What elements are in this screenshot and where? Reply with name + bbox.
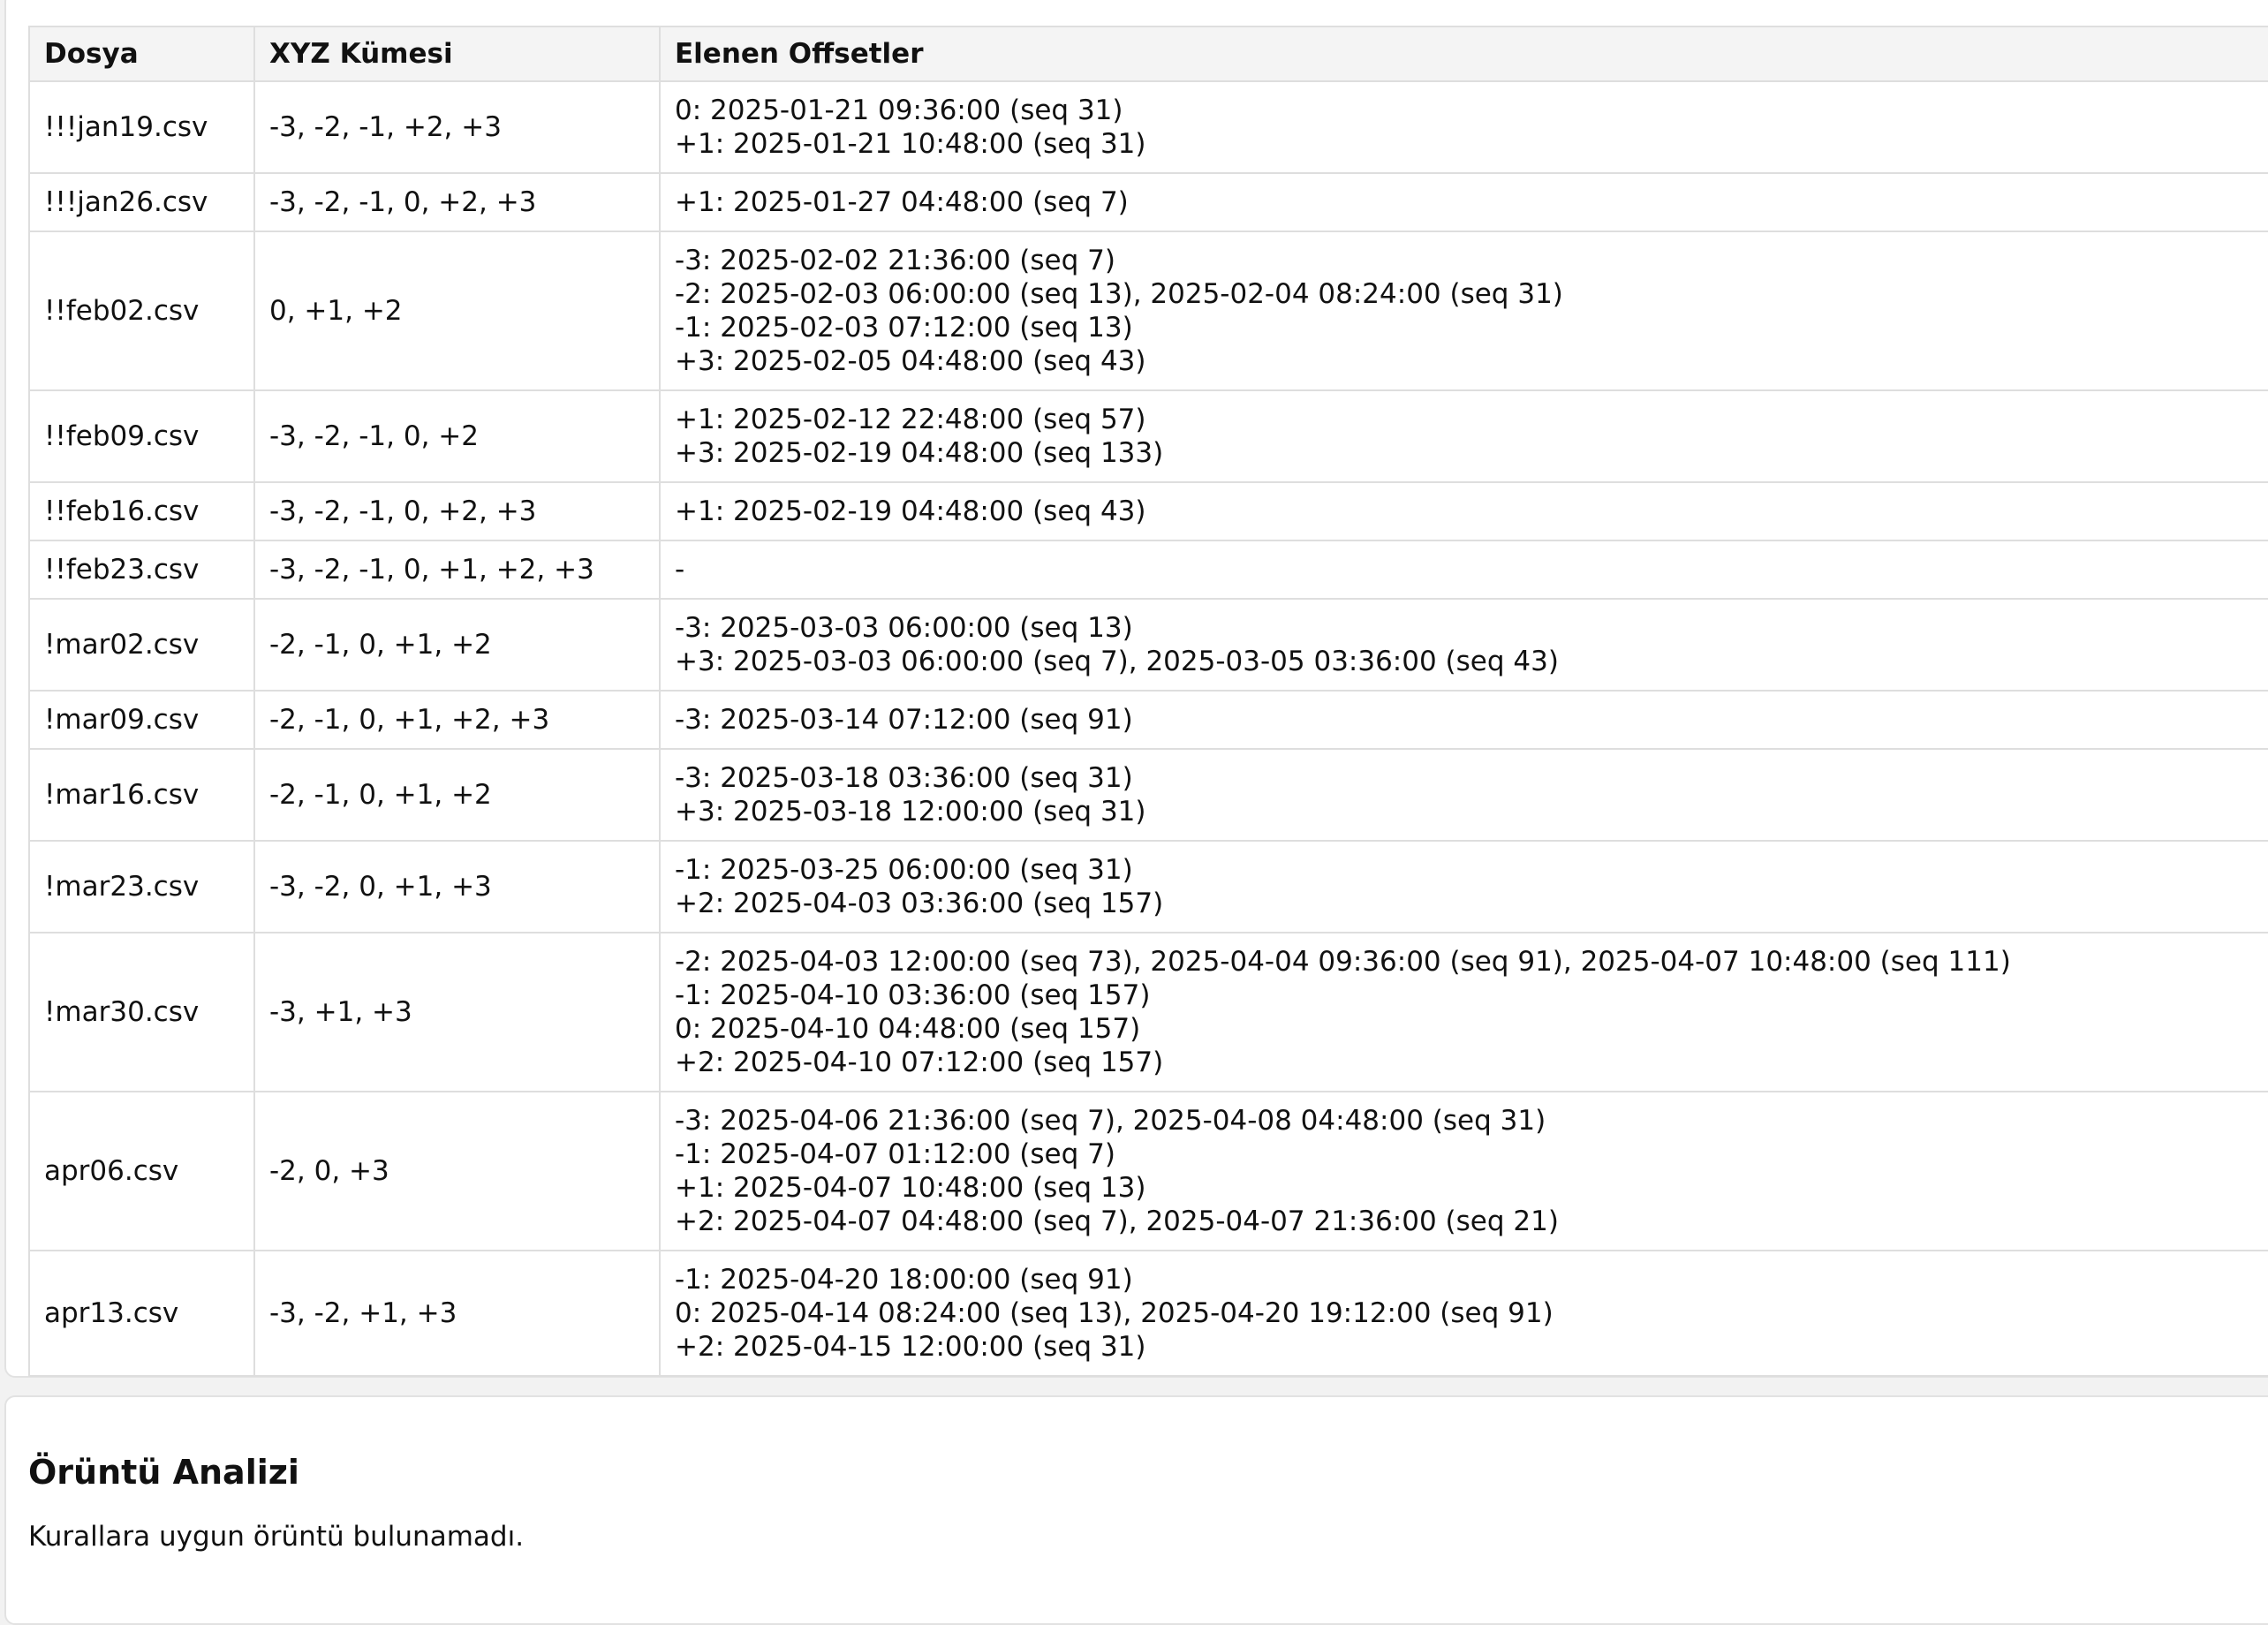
table-row: !!feb02.csv 0, +1, +2 -3: 2025-02-02 21:36… (28, 231, 2268, 391)
offset-line: -3: 2025-03-03 06:00:00 (seq 13) (675, 612, 1133, 644)
table-row: apr13.csv -3, -2, +1, +3 -1: 2025-04-20 18… (28, 1250, 2268, 1377)
eliminated-offsets-cell: 0: 2025-01-21 09:36:00 (seq 31) +1: 2025-… (659, 80, 2268, 174)
pattern-analysis-card: Örüntü Analizi Kurallara uygun örüntü bu… (4, 1395, 2268, 1625)
file-name-cell: !mar23.csv (28, 840, 255, 933)
offset-line: +1: 2025-01-21 10:48:00 (seq 31) (675, 128, 1146, 160)
eliminated-offsets-cell: -3: 2025-02-02 21:36:00 (seq 7) -2: 2025-… (659, 231, 2268, 391)
column-header-xyz-set: XYZ Kümesi (253, 26, 661, 82)
xyz-set-cell: -3, -2, -1, 0, +2, +3 (253, 172, 661, 232)
table-row: !!feb23.csv -3, -2, -1, 0, +1, +2, +3- (28, 540, 2268, 600)
table-row: !!feb09.csv -3, -2, -1, 0, +2 +1: 2025-02-… (28, 389, 2268, 483)
offset-line: -3: 2025-02-02 21:36:00 (seq 7) (675, 245, 1115, 276)
xyz-set-cell: -3, -2, -1, 0, +1, +2, +3 (253, 540, 661, 600)
eliminated-offsets-cell: -3: 2025-03-03 06:00:00 (seq 13) +3: 2025… (659, 598, 2268, 692)
eliminated-offsets-cell: +1: 2025-02-19 04:48:00 (seq 43) (659, 481, 2268, 541)
results-table: Dosya XYZ Kümesi Elenen Offsetler !!!jan… (28, 26, 2268, 1377)
offset-line: +2: 2025-04-03 03:36:00 (seq 157) (675, 888, 1164, 919)
offset-line: +1: 2025-04-07 10:48:00 (seq 13) (675, 1172, 1146, 1204)
table-row: !mar02.csv -2, -1, 0, +1, +2 -3: 2025-03-0… (28, 598, 2268, 692)
offset-line: +3: 2025-02-05 04:48:00 (seq 43) (675, 345, 1146, 377)
file-name-cell: !!feb16.csv (28, 481, 255, 541)
offset-line: +3: 2025-03-18 12:00:00 (seq 31) (675, 796, 1146, 828)
offset-line: -3: 2025-03-14 07:12:00 (seq 91) (675, 704, 1133, 736)
pattern-analysis-message: Kurallara uygun örüntü bulunamadı. (28, 1521, 525, 1553)
offset-line: +3: 2025-02-19 04:48:00 (seq 133) (675, 437, 1164, 469)
file-name-cell: !mar09.csv (28, 690, 255, 750)
xyz-set-cell: -3, -2, -1, 0, +2, +3 (253, 481, 661, 541)
table-row: !!!jan19.csv -3, -2, -1, +2, +3 0: 2025-01… (28, 80, 2268, 174)
eliminated-offsets-cell: -1: 2025-04-20 18:00:00 (seq 91) 0: 2025-… (659, 1250, 2268, 1377)
file-name-cell: !mar16.csv (28, 748, 255, 842)
xyz-set-cell: -2, -1, 0, +1, +2 (253, 598, 661, 692)
file-name-cell: !!!jan19.csv (28, 80, 255, 174)
offset-line: -1: 2025-03-25 06:00:00 (seq 31) (675, 854, 1133, 886)
xyz-set-cell: -3, -2, 0, +1, +3 (253, 840, 661, 933)
offset-line: -2: 2025-02-03 06:00:00 (seq 13), 2025-0… (675, 278, 1563, 310)
eliminated-offsets-cell: +1: 2025-02-12 22:48:00 (seq 57) +3: 2025… (659, 389, 2268, 483)
offset-line: -3: 2025-03-18 03:36:00 (seq 31) (675, 762, 1133, 794)
offset-line: - (675, 554, 685, 586)
eliminated-offsets-cell: - (659, 540, 2268, 600)
xyz-set-cell: -3, -2, -1, +2, +3 (253, 80, 661, 174)
offset-line: -1: 2025-04-10 03:36:00 (seq 157) (675, 979, 1151, 1011)
file-name-cell: apr06.csv (28, 1091, 255, 1251)
xyz-set-cell: 0, +1, +2 (253, 231, 661, 391)
xyz-set-cell: -2, 0, +3 (253, 1091, 661, 1251)
pattern-analysis-title: Örüntü Analizi (28, 1453, 299, 1492)
file-name-cell: !!feb09.csv (28, 389, 255, 483)
xyz-set-cell: -3, -2, +1, +3 (253, 1250, 661, 1377)
offset-line: +1: 2025-02-12 22:48:00 (seq 57) (675, 404, 1146, 435)
eliminated-offsets-cell: -2: 2025-04-03 12:00:00 (seq 73), 2025-0… (659, 932, 2268, 1092)
table-body: !!!jan19.csv -3, -2, -1, +2, +3 0: 2025-01… (28, 80, 2268, 1377)
offset-line: +2: 2025-04-10 07:12:00 (seq 157) (675, 1047, 1164, 1078)
table-row: !mar30.csv -3, +1, +3 -2: 2025-04-03 12:00… (28, 932, 2268, 1092)
table-row: !!feb16.csv -3, -2, -1, 0, +2, +3 +1: 2025… (28, 481, 2268, 541)
eliminated-offsets-cell: +1: 2025-01-27 04:48:00 (seq 7) (659, 172, 2268, 232)
offset-line: +1: 2025-02-19 04:48:00 (seq 43) (675, 495, 1146, 527)
offset-line: -1: 2025-02-03 07:12:00 (seq 13) (675, 312, 1133, 344)
eliminated-offsets-cell: -3: 2025-03-18 03:36:00 (seq 31) +3: 2025… (659, 748, 2268, 842)
offset-line: 0: 2025-04-14 08:24:00 (seq 13), 2025-04… (675, 1297, 1554, 1329)
file-name-cell: !mar30.csv (28, 932, 255, 1092)
table-row: !mar09.csv -2, -1, 0, +1, +2, +3 -3: 2025-… (28, 690, 2268, 750)
file-name-cell: apr13.csv (28, 1250, 255, 1377)
offset-line: 0: 2025-04-10 04:48:00 (seq 157) (675, 1013, 1141, 1045)
eliminated-offsets-cell: -3: 2025-04-06 21:36:00 (seq 7), 2025-04… (659, 1091, 2268, 1251)
xyz-set-cell: -3, +1, +3 (253, 932, 661, 1092)
results-table-card: Dosya XYZ Kümesi Elenen Offsetler !!!jan… (4, 0, 2268, 1378)
table-row: !!!jan26.csv -3, -2, -1, 0, +2, +3 +1: 202… (28, 172, 2268, 232)
offset-line: -2: 2025-04-03 12:00:00 (seq 73), 2025-0… (675, 946, 2011, 978)
file-name-cell: !!!jan26.csv (28, 172, 255, 232)
offset-line: -1: 2025-04-20 18:00:00 (seq 91) (675, 1264, 1133, 1296)
column-header-eliminated-offsets: Elenen Offsetler (659, 26, 2268, 82)
offset-line: +2: 2025-04-07 04:48:00 (seq 7), 2025-04… (675, 1206, 1559, 1237)
xyz-set-cell: -2, -1, 0, +1, +2, +3 (253, 690, 661, 750)
eliminated-offsets-cell: -3: 2025-03-14 07:12:00 (seq 91) (659, 690, 2268, 750)
column-header-file: Dosya (28, 26, 255, 82)
offset-line: +2: 2025-04-15 12:00:00 (seq 31) (675, 1331, 1146, 1363)
xyz-set-cell: -2, -1, 0, +1, +2 (253, 748, 661, 842)
file-name-cell: !mar02.csv (28, 598, 255, 692)
offset-line: -3: 2025-04-06 21:36:00 (seq 7), 2025-04… (675, 1105, 1546, 1137)
offset-line: +3: 2025-03-03 06:00:00 (seq 7), 2025-03… (675, 646, 1559, 677)
file-name-cell: !!feb23.csv (28, 540, 255, 600)
table-row: !mar23.csv -3, -2, 0, +1, +3 -1: 2025-03-2… (28, 840, 2268, 933)
offset-line: -1: 2025-04-07 01:12:00 (seq 7) (675, 1138, 1115, 1170)
file-name-cell: !!feb02.csv (28, 231, 255, 391)
offset-line: +1: 2025-01-27 04:48:00 (seq 7) (675, 186, 1129, 218)
offset-line: 0: 2025-01-21 09:36:00 (seq 31) (675, 94, 1123, 126)
xyz-set-cell: -3, -2, -1, 0, +2 (253, 389, 661, 483)
table-row: apr06.csv -2, 0, +3 -3: 2025-04-06 21:36:0… (28, 1091, 2268, 1251)
table-header-row: Dosya XYZ Kümesi Elenen Offsetler (28, 26, 2268, 82)
table-row: !mar16.csv -2, -1, 0, +1, +2 -3: 2025-03-1… (28, 748, 2268, 842)
eliminated-offsets-cell: -1: 2025-03-25 06:00:00 (seq 31) +2: 2025… (659, 840, 2268, 933)
